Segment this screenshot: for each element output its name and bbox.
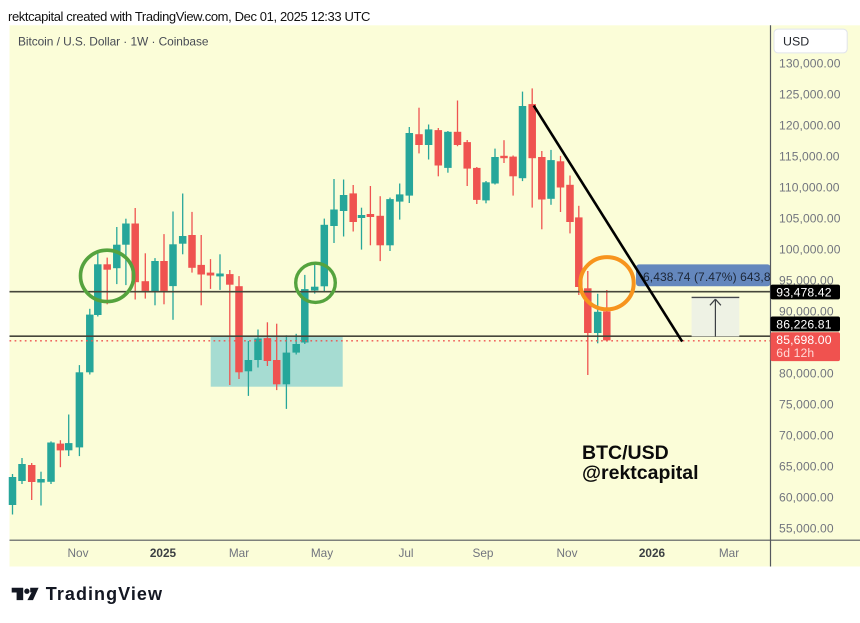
svg-text:6,438.74 (7.47%) 643,83: 6,438.74 (7.47%) 643,83 (643, 270, 778, 284)
svg-text:@rektcapital: @rektcapital (582, 462, 699, 484)
svg-text:75,000.00: 75,000.00 (779, 398, 834, 412)
svg-text:70,000.00: 70,000.00 (779, 429, 834, 443)
svg-text:80,000.00: 80,000.00 (779, 367, 834, 381)
svg-text:60,000.00: 60,000.00 (779, 491, 834, 505)
svg-text:85,698.00: 85,698.00 (776, 333, 831, 347)
svg-text:95,000.00: 95,000.00 (779, 274, 834, 288)
svg-text:rektcapital created with Tradi: rektcapital created with TradingView.com… (8, 9, 370, 24)
svg-text:110,000.00: 110,000.00 (779, 181, 840, 195)
svg-text:May: May (311, 546, 333, 560)
svg-text:Mar: Mar (719, 546, 739, 560)
svg-text:USD: USD (783, 35, 809, 49)
svg-text:2025: 2025 (150, 546, 177, 560)
svg-text:Bitcoin / U.S. Dollar · 1W · C: Bitcoin / U.S. Dollar · 1W · Coinbase (18, 34, 209, 48)
svg-text:100,000.00: 100,000.00 (779, 243, 841, 257)
svg-text:2026: 2026 (639, 546, 666, 560)
svg-text:Mar: Mar (229, 546, 249, 560)
svg-text:Sep: Sep (473, 546, 494, 560)
svg-text:93,478.42: 93,478.42 (776, 285, 831, 299)
svg-text:120,000.00: 120,000.00 (779, 119, 841, 133)
svg-text:Nov: Nov (68, 546, 89, 560)
svg-text:90,000.00: 90,000.00 (779, 305, 834, 319)
svg-text:130,000.00: 130,000.00 (779, 57, 841, 71)
svg-text:65,000.00: 65,000.00 (779, 460, 834, 474)
svg-text:6d 12h: 6d 12h (776, 346, 814, 360)
svg-text:115,000.00: 115,000.00 (779, 150, 840, 164)
svg-text:125,000.00: 125,000.00 (779, 88, 841, 102)
svg-text:Jul: Jul (398, 546, 413, 560)
svg-text:TradingView: TradingView (46, 584, 163, 604)
svg-text:105,000.00: 105,000.00 (779, 212, 841, 226)
svg-text:55,000.00: 55,000.00 (779, 522, 834, 536)
svg-text:Nov: Nov (557, 546, 578, 560)
svg-text:BTC/USD: BTC/USD (582, 442, 669, 464)
svg-text:86,226.81: 86,226.81 (776, 317, 831, 331)
